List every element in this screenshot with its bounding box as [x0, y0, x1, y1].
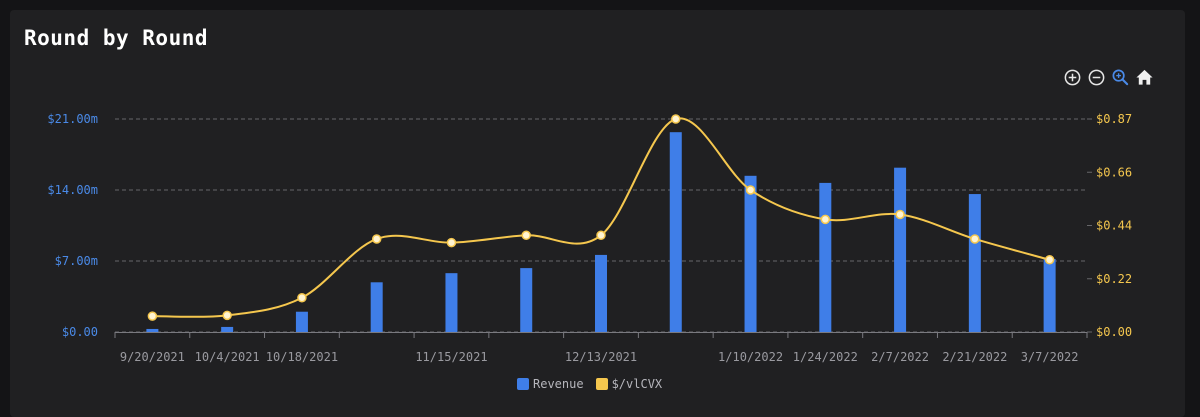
price-line	[152, 117, 1050, 318]
price-point	[371, 234, 382, 244]
price-point	[1044, 255, 1055, 265]
price-point	[745, 185, 756, 195]
y-right-tick-label: $0.22	[1096, 272, 1132, 286]
price-point	[446, 237, 457, 248]
price-point	[671, 114, 681, 124]
revenue-bar	[295, 311, 308, 332]
legend-label-price: $/vlCVX	[611, 377, 663, 391]
price-point	[222, 310, 232, 321]
revenue-bar	[221, 326, 234, 332]
y-right-tick-label: $0.00	[1096, 325, 1132, 339]
x-tick-label: 2/7/2022	[871, 350, 929, 364]
y-left-tick-label: $14.00m	[47, 183, 98, 197]
revenue-bar	[1043, 258, 1056, 332]
legend-item-revenue[interactable]: Revenue	[517, 377, 584, 391]
legend-swatch-revenue	[517, 378, 529, 390]
x-tick-label: 1/10/2022	[718, 350, 783, 364]
home-icon[interactable]	[1135, 68, 1154, 87]
price-point	[521, 230, 531, 241]
y-left-tick-label: $7.00m	[55, 254, 98, 268]
x-tick-label: 2/21/2022	[942, 350, 1007, 364]
revenue-bar	[669, 132, 682, 332]
legend-item-price[interactable]: $/vlCVX	[595, 377, 663, 391]
revenue-bar	[146, 328, 159, 332]
y-right-tick-label: $0.44	[1096, 219, 1132, 233]
revenue-bar	[370, 282, 383, 332]
x-tick-label: 11/15/2021	[415, 350, 487, 364]
chart-legend: Revenue $/vlCVX	[517, 377, 662, 391]
y-right-tick-label: $0.87	[1096, 112, 1132, 126]
zoom-in-icon[interactable]	[1063, 68, 1082, 87]
x-tick-label: 3/7/2022	[1021, 350, 1079, 364]
y-left-tick-label: $21.00m	[47, 112, 98, 126]
price-point	[147, 311, 158, 321]
revenue-bar	[520, 268, 533, 332]
revenue-bar	[595, 254, 607, 332]
y-left-tick-label: $0.00	[62, 325, 98, 339]
x-tick-label: 10/4/2021	[195, 350, 260, 364]
price-point	[820, 214, 831, 225]
chart-title: Round by Round	[24, 26, 209, 50]
price-point	[895, 209, 905, 220]
legend-swatch-price	[595, 378, 608, 390]
x-tick-label: 12/13/2021	[565, 350, 637, 364]
price-point	[297, 292, 307, 303]
zoom-out-icon[interactable]	[1087, 68, 1106, 87]
y-right-tick-label: $0.66	[1096, 165, 1132, 179]
chart-panel	[10, 10, 1185, 417]
x-tick-label: 1/24/2022	[793, 350, 858, 364]
x-tick-label: 9/20/2021	[120, 350, 185, 364]
price-point	[596, 230, 606, 241]
revenue-bar	[894, 167, 907, 332]
x-tick-label: 10/18/2021	[266, 350, 338, 364]
magnifier-zoom-icon[interactable]	[1111, 68, 1130, 87]
revenue-bar	[819, 182, 832, 332]
chart-toolbar	[1063, 68, 1154, 87]
revenue-bar	[744, 175, 757, 332]
revenue-bar	[445, 273, 458, 332]
revenue-bar	[968, 194, 981, 332]
legend-label-revenue: Revenue	[533, 377, 584, 391]
price-point	[970, 234, 980, 244]
